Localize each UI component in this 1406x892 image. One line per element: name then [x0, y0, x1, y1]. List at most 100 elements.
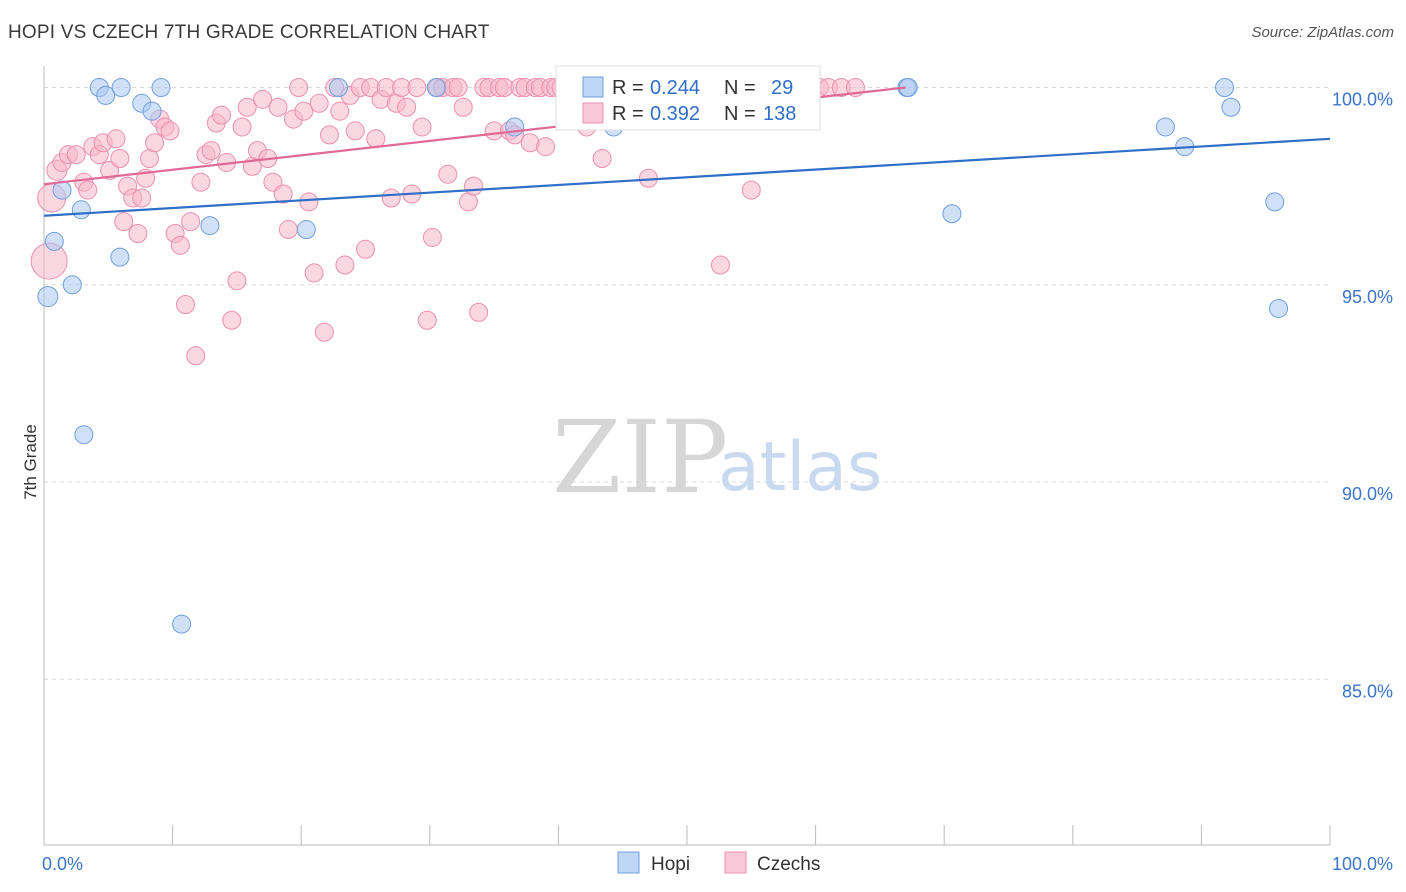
source-credit: Source: ZipAtlas.com	[1251, 24, 1394, 41]
czech-point[interactable]	[448, 78, 468, 98]
hopi-point[interactable]	[142, 101, 162, 121]
czech-point[interactable]	[232, 117, 252, 137]
hopi-point[interactable]	[505, 117, 525, 137]
czech-point[interactable]	[319, 125, 339, 145]
y-tick-label: 85.0%	[1342, 681, 1393, 701]
hopi-point[interactable]	[1215, 78, 1235, 98]
hopi-legend-label: Hopi	[651, 854, 690, 875]
czech-point[interactable]	[536, 137, 556, 157]
hopi-point[interactable]	[96, 85, 116, 105]
czech-point[interactable]	[273, 184, 293, 204]
czech-point[interactable]	[191, 172, 211, 192]
x-tick-labels: 0.0% 100.0%	[42, 854, 1393, 874]
hopi-point[interactable]	[74, 425, 94, 445]
czech-point[interactable]	[453, 97, 473, 117]
hopi-point[interactable]	[1265, 192, 1285, 212]
czech-point[interactable]	[469, 302, 489, 322]
czech-point[interactable]	[294, 101, 314, 121]
czech-point[interactable]	[314, 322, 334, 342]
hopi-point[interactable]	[111, 78, 131, 98]
czech-point[interactable]	[278, 220, 298, 240]
czech-point[interactable]	[227, 271, 247, 291]
hopi-n-label: N =	[724, 77, 756, 99]
hopi-point[interactable]	[62, 275, 82, 295]
watermark: ZIP atlas	[552, 399, 882, 516]
x-tick-label-min: 0.0%	[42, 854, 83, 874]
czech-point[interactable]	[128, 223, 148, 243]
czech-point[interactable]	[422, 227, 442, 247]
hopi-n-value: 29	[771, 77, 793, 99]
czech-point[interactable]	[741, 180, 761, 200]
czech-point[interactable]	[139, 149, 159, 169]
hopi-point[interactable]	[1221, 97, 1241, 117]
hopi-point[interactable]	[151, 78, 171, 98]
czech-point[interactable]	[356, 239, 375, 259]
watermark-zip: ZIP	[552, 399, 728, 516]
czech-point[interactable]	[160, 121, 180, 141]
hopi-point[interactable]	[426, 78, 446, 98]
czech-point[interactable]	[66, 145, 86, 165]
czech-point[interactable]	[78, 180, 98, 200]
hopi-point[interactable]	[1269, 298, 1289, 318]
hopi-point[interactable]	[71, 200, 91, 220]
series-legend: Hopi Czechs	[617, 851, 820, 875]
czech-point[interactable]	[309, 93, 329, 113]
czech-point[interactable]	[299, 192, 319, 212]
czech-point[interactable]	[268, 97, 288, 117]
hopi-legend-swatch	[582, 76, 604, 98]
hopi-point[interactable]	[296, 220, 316, 240]
czech-point[interactable]	[381, 188, 401, 208]
hopi-legend-key[interactable]	[617, 851, 640, 874]
czech-point[interactable]	[170, 235, 190, 255]
czech-point[interactable]	[464, 176, 484, 196]
czech-point[interactable]	[412, 117, 432, 137]
hopi-point[interactable]	[942, 204, 962, 224]
czech-point[interactable]	[407, 78, 427, 98]
czech-point[interactable]	[345, 121, 365, 141]
czech-point[interactable]	[145, 133, 165, 153]
czech-point[interactable]	[710, 255, 730, 275]
hopi-point[interactable]	[200, 216, 220, 236]
czech-point[interactable]	[397, 97, 417, 117]
czech-legend-key[interactable]	[724, 851, 747, 874]
hopi-point[interactable]	[37, 286, 59, 308]
czech-point[interactable]	[201, 141, 221, 161]
czech-legend-label: Czechs	[757, 854, 820, 875]
czech-point[interactable]	[366, 129, 386, 149]
czech-point[interactable]	[132, 188, 152, 208]
czech-n-value: 138	[763, 103, 796, 125]
czech-n-label: N =	[724, 103, 756, 125]
hopi-point[interactable]	[110, 247, 130, 267]
czech-point[interactable]	[304, 263, 324, 283]
czech-point[interactable]	[335, 255, 355, 275]
czech-point[interactable]	[110, 149, 130, 169]
hopi-point[interactable]	[44, 231, 64, 251]
czech-point[interactable]	[289, 78, 309, 98]
czech-point[interactable]	[417, 310, 437, 330]
czech-point[interactable]	[330, 101, 350, 121]
czech-point[interactable]	[106, 129, 126, 149]
watermark-atlas: atlas	[718, 428, 882, 507]
y-tick-label: 90.0%	[1342, 484, 1393, 504]
czech-point[interactable]	[253, 89, 273, 109]
czech-point[interactable]	[211, 105, 231, 125]
czech-point[interactable]	[237, 97, 257, 117]
czech-point[interactable]	[222, 310, 242, 330]
czech-point[interactable]	[458, 192, 478, 212]
czech-point[interactable]	[438, 164, 458, 184]
czech-point[interactable]	[186, 346, 206, 366]
czech-point[interactable]	[175, 294, 195, 314]
czech-point[interactable]	[181, 212, 201, 232]
stats-legend: R = 0.244 N = 29 R = 0.392 N = 138	[555, 65, 821, 131]
x-tick-label-max: 100.0%	[1332, 854, 1393, 874]
hopi-point[interactable]	[328, 78, 348, 98]
czech-point[interactable]	[592, 149, 612, 169]
hopi-point[interactable]	[172, 614, 192, 634]
hopi-trend-line	[43, 137, 1331, 217]
czech-r-label: R =	[612, 103, 644, 125]
hopi-r-value: 0.244	[650, 77, 700, 99]
czech-point[interactable]	[114, 212, 134, 232]
hopi-point[interactable]	[1155, 117, 1175, 137]
y-tick-label: 100.0%	[1332, 90, 1393, 110]
